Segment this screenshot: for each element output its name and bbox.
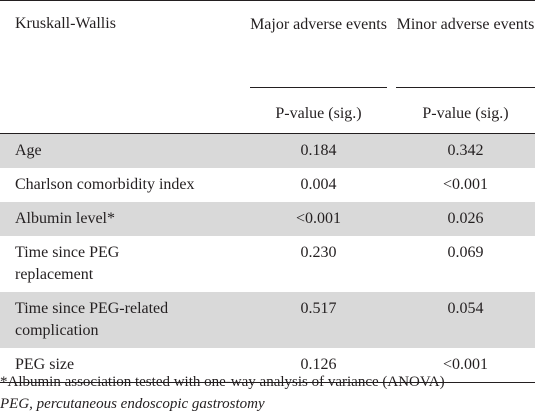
row-label: Age: [0, 133, 250, 168]
albumin-footnote: *Albumin association tested with one-way…: [0, 374, 445, 390]
row-label: PEG size: [0, 348, 250, 383]
table-row: PEG size 0.126 <0.001: [0, 348, 535, 383]
row-label: Albumin level*: [0, 202, 250, 236]
table-row: Time since PEG-related complication 0.51…: [0, 292, 535, 348]
major-value: 0.004: [300, 176, 337, 193]
table-subheader-row: P-value (sig.) P-value (sig.): [0, 88, 535, 134]
table-row: Age 0.184 0.342: [0, 133, 535, 168]
minor-value: 0.026: [396, 202, 535, 236]
table-row: Time since PEG replacement 0.230 0.069: [0, 236, 535, 292]
table-row: Albumin level* <0.001 0.026: [0, 202, 535, 236]
major-value: 0.126: [250, 348, 387, 383]
major-adverse-header: Major adverse events: [250, 0, 387, 88]
major-value: 0.184: [250, 133, 387, 168]
table-title: Kruskall-Wallis: [15, 15, 116, 32]
minor-value: 0.054: [396, 292, 535, 348]
minor-value: <0.001: [396, 348, 535, 383]
minor-adverse-header: Minor adverse events: [396, 0, 535, 88]
table-header-row: Kruskall-Wallis Major adverse events Min…: [0, 0, 535, 88]
kruskall-wallis-table: Kruskall-Wallis Major adverse events Min…: [0, 0, 535, 383]
table-row: Charlson comorbidity index 0.004 <0.001: [0, 168, 535, 202]
major-pvalue-subheader: P-value (sig.): [275, 105, 362, 122]
row-label: Time since PEG-related complication: [0, 292, 250, 348]
row-label: Time since PEG replacement: [15, 244, 120, 283]
major-value: 0.517: [250, 292, 387, 348]
abbreviation-note: PEG, percutaneous endoscopic gastrostomy: [0, 396, 265, 412]
minor-value: 0.069: [447, 244, 484, 261]
minor-pvalue-subheader: P-value (sig.): [422, 105, 509, 122]
major-value: 0.230: [300, 244, 337, 261]
minor-value: <0.001: [442, 176, 489, 193]
row-label: Charlson comorbidity index: [15, 176, 195, 193]
minor-value: 0.342: [396, 133, 535, 168]
table-notes: *Albumin association tested with one-way…: [0, 371, 535, 415]
major-value: <0.001: [250, 202, 387, 236]
